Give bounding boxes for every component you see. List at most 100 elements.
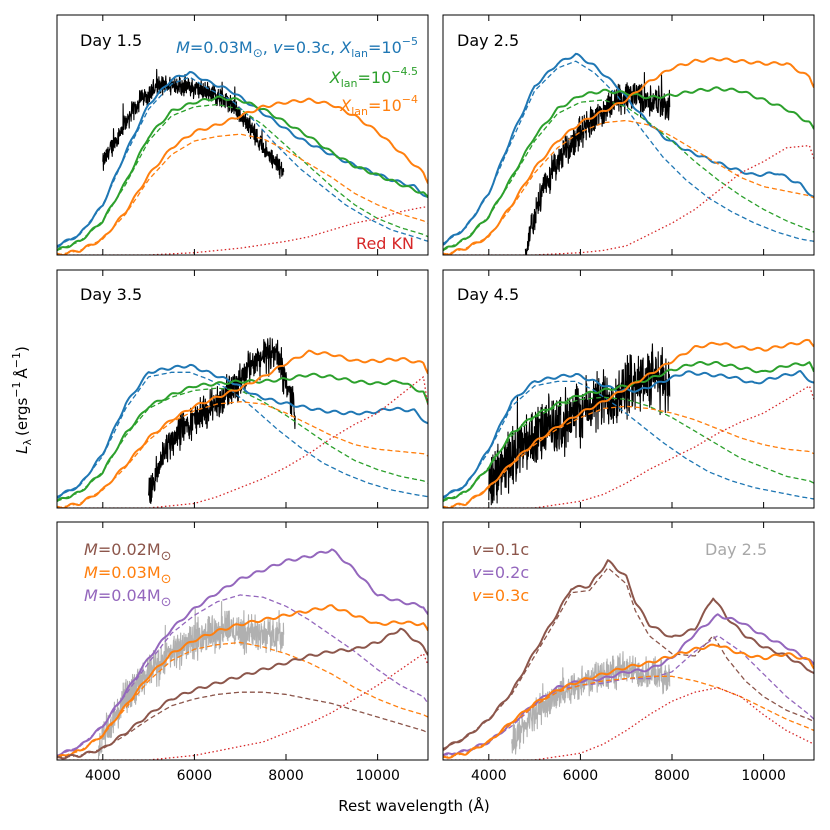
panel-middle-right	[442, 269, 815, 509]
series-observed	[488, 343, 671, 506]
x-tick-label: 8000	[654, 768, 690, 784]
legend-blue-eq2: =0.3c,	[282, 38, 340, 57]
series-x-lan-10-5-dashed	[57, 76, 428, 247]
legend-mass-purple-m: M	[84, 586, 98, 605]
series-red-kn	[443, 144, 814, 255]
series-x-lan-10-4-dashed	[57, 133, 428, 255]
legend-vel-purple: v=0.2c	[472, 563, 529, 582]
series-x-lan-10-5-dashed	[57, 371, 428, 498]
legend-model-orange: Xlan=10−4	[339, 93, 418, 118]
x-tick-label: 6000	[563, 768, 599, 784]
series-v-0-3c	[443, 643, 814, 759]
panel-title-day-3-5: Day 3.5	[80, 285, 142, 304]
series-m-0-02-msun	[57, 627, 428, 760]
x-tick-label: 4000	[471, 768, 507, 784]
series-observed-day-2-5-	[97, 600, 285, 760]
series-red-kn	[57, 376, 428, 508]
panels: 4000 6000 8000 10000 4000 6000 8000 10000	[56, 14, 815, 784]
series-m-0-03-msun	[57, 604, 428, 759]
panel-top-right	[442, 14, 815, 256]
legend-vel-orange-eq: =0.3c	[481, 586, 529, 605]
legend-green-sub: lan	[341, 77, 358, 90]
legend-mass-orange-m: M	[84, 563, 98, 582]
panel-middle-left	[56, 269, 429, 509]
legend-orange-exp: −4	[402, 93, 418, 106]
series-x-lan-10-5	[57, 71, 428, 249]
series-x-lan-10-5	[443, 370, 814, 499]
x-tick-label: 8000	[268, 768, 304, 784]
legend-orange-sub: lan	[351, 105, 368, 118]
series-observed	[102, 68, 285, 179]
x-tick-label: 6000	[177, 768, 213, 784]
legend-orange-x: X	[339, 96, 352, 115]
legend-day-note: Day 2.5	[705, 540, 767, 559]
series-x-lan-10-4-dashed	[443, 405, 814, 508]
panel-title-day-4-5: Day 4.5	[457, 285, 519, 304]
series-m-0-02-msun-dashed	[57, 691, 428, 759]
series-x-lan-10-4-dashed	[57, 401, 428, 508]
legend-blue-exp: −5	[402, 35, 418, 48]
x-tick-label: 10000	[355, 768, 400, 784]
y-label-exp1: −1	[10, 381, 23, 397]
legend-mass-purple-sun: ⊙	[161, 595, 172, 610]
legend-green-exp: −4.5	[391, 65, 418, 78]
legend-blue-m: M	[176, 38, 190, 57]
series-red-kn	[443, 686, 814, 760]
legend-vel-brown-eq: =0.1c	[481, 540, 529, 559]
panel-title-day-1-5: Day 1.5	[80, 31, 142, 50]
series-x-lan-10-4	[443, 57, 814, 255]
y-label-units: (ergs	[13, 398, 31, 437]
x-tick-label: 4000	[85, 768, 121, 784]
series-x-lan-10-5-dashed	[443, 60, 814, 245]
legend-blue-sep: ,	[263, 38, 273, 57]
legend-green-x: X	[329, 68, 342, 87]
legend-mass-orange-sun: ⊙	[161, 572, 172, 587]
panel-frame	[442, 14, 815, 256]
legend-model-blue: M=0.03M⊙, v=0.3c, Xlan=10−5	[176, 35, 418, 60]
legend-model-green: Xlan=10−4.5	[329, 65, 418, 90]
series-x-lan-10-5	[443, 52, 814, 246]
y-label-close: )	[13, 346, 31, 352]
series-x-lan-10-4-5-dashed	[443, 99, 814, 251]
series-x-lan-10-4-5-dashed	[443, 396, 814, 502]
legend-mass-brown: M=0.02M⊙	[84, 540, 172, 564]
y-label-exp2: −1	[10, 352, 23, 368]
panel-title-day-2-5: Day 2.5	[457, 31, 519, 50]
panel-frame	[56, 521, 429, 761]
legend-mass-brown-sun: ⊙	[161, 549, 172, 564]
legend-green-eq: =10	[358, 68, 392, 87]
legend-mass-purple-eq: =0.04M	[98, 586, 161, 605]
series-red-kn	[57, 206, 428, 255]
legend-blue-v: v	[273, 38, 283, 57]
legend-mass-purple: M=0.04M⊙	[84, 586, 172, 610]
series-x-lan-10-4-dashed	[443, 119, 814, 255]
panel-bottom-left: 4000 6000 8000 10000	[56, 521, 429, 784]
series-x-lan-10-4	[443, 338, 814, 508]
legend-vel-orange: v=0.3c	[472, 586, 529, 605]
legend-mass-brown-eq: =0.02M	[98, 540, 161, 559]
legend-vel-purple-eq: =0.2c	[481, 563, 529, 582]
series-v-0-2c-dashed	[443, 634, 814, 757]
series-v-0-1c	[443, 559, 814, 751]
panel-bottom-right: 4000 6000 8000 10000	[442, 521, 815, 784]
y-label-sub: λ	[21, 439, 34, 446]
y-label-l: L	[13, 446, 31, 454]
legend-mass-orange-eq: =0.03M	[98, 563, 161, 582]
series-x-lan-10-4	[57, 97, 428, 255]
series-x-lan-10-4-5-dashed	[57, 387, 428, 502]
legend-mass-brown-m: M	[84, 540, 98, 559]
legend-blue-sub: lan	[351, 47, 368, 60]
y-axis-label: Lλ(ergs−1Å−1)	[10, 346, 34, 454]
series-x-lan-10-4-5	[57, 95, 428, 252]
legend-blue-sun: ⊙	[253, 46, 263, 60]
series-observed	[524, 71, 671, 255]
panel-frame	[56, 14, 429, 256]
panel-frame	[442, 521, 815, 761]
legend-vel-brown: v=0.1c	[472, 540, 529, 559]
legend-orange-eq: =10	[368, 96, 402, 115]
panel-frame	[442, 269, 815, 509]
legend-vel-brown-v: v	[472, 540, 482, 559]
legend-mass-orange: M=0.03M⊙	[84, 563, 172, 587]
series-x-lan-10-4-5	[57, 372, 428, 502]
